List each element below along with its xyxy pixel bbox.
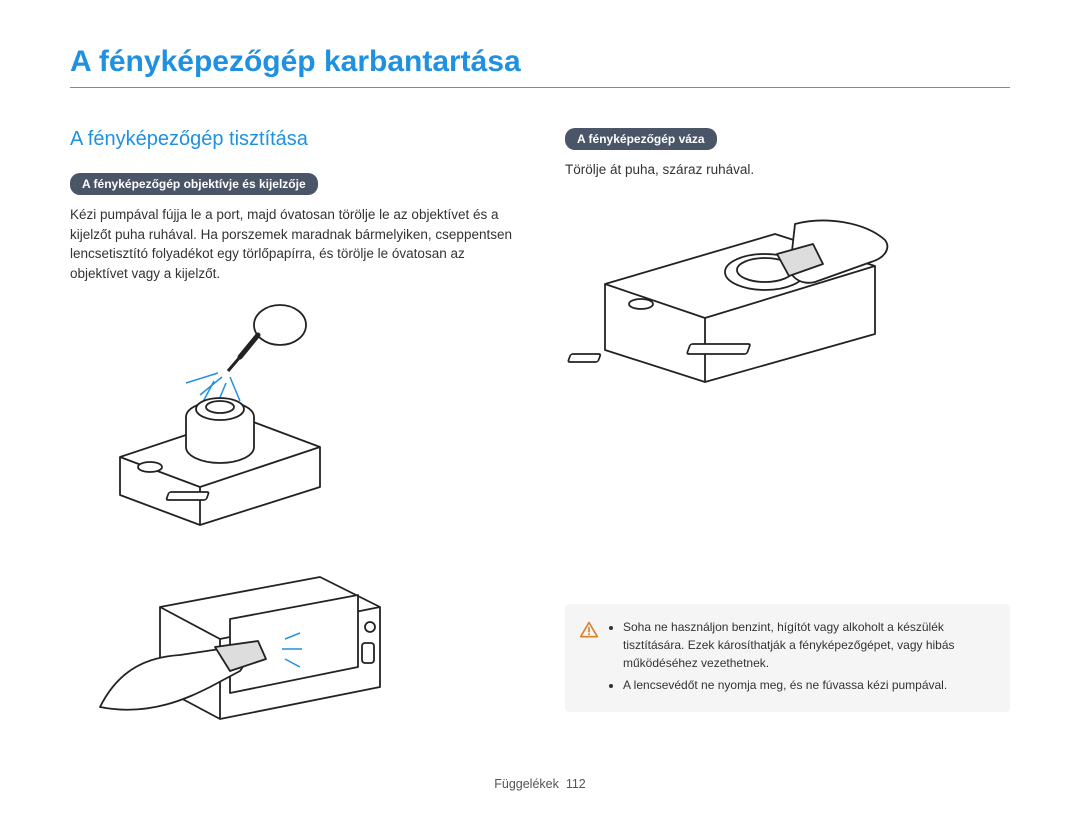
warning-item: Soha ne használjon benzint, hígítót vagy… <box>623 618 992 672</box>
content-columns: A fényképezőgép tisztítása A fényképezőg… <box>70 128 1010 737</box>
illustration-wipe-display <box>90 547 390 737</box>
paragraph-body-wipe: Törölje át puha, száraz ruhával. <box>565 160 1010 180</box>
section-title-cleaning: A fényképezőgép tisztítása <box>70 128 515 151</box>
page-footer: Függelékek 112 <box>0 777 1080 791</box>
right-column: A fényképezőgép váza Törölje át puha, sz… <box>565 128 1010 737</box>
warning-box: Soha ne használjon benzint, hígítót vagy… <box>565 604 1010 712</box>
warning-item: A lencsevédőt ne nyomja meg, és ne fúvas… <box>623 676 992 694</box>
title-rule <box>70 87 1010 88</box>
illustration-wipe-body <box>565 194 905 384</box>
illustration-blower <box>90 297 370 527</box>
warning-list: Soha ne használjon benzint, hígítót vagy… <box>609 618 992 698</box>
paragraph-lens-cleaning: Kézi pumpával fújja le a port, majd óvat… <box>70 205 515 283</box>
warning-icon <box>579 620 599 640</box>
pill-camera-body: A fényképezőgép váza <box>565 128 717 150</box>
left-column: A fényképezőgép tisztítása A fényképezőg… <box>70 128 515 737</box>
footer-page-number: 112 <box>566 777 586 791</box>
footer-section: Függelékek <box>494 777 559 791</box>
pill-lens-and-display: A fényképezőgép objektívje és kijelzője <box>70 173 318 195</box>
page-title: A fényképezőgép karbantartása <box>70 45 1010 79</box>
